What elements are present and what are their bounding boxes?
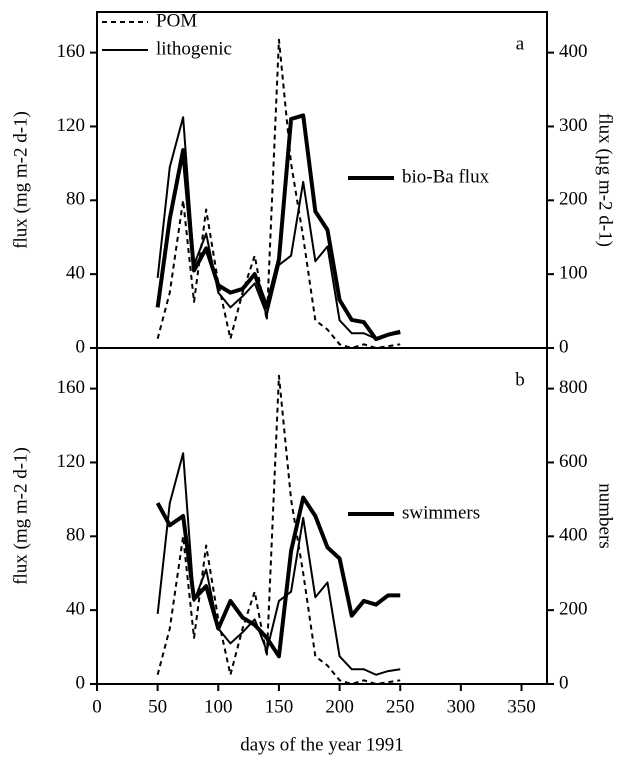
panel-label: b xyxy=(515,369,525,390)
series-line xyxy=(156,452,401,676)
series-line xyxy=(155,495,401,659)
y2-tick-label: 300 xyxy=(559,115,588,136)
y-tick-label: 40 xyxy=(66,599,85,620)
legend-label: lithogenic xyxy=(156,38,232,59)
y2-tick-label: 800 xyxy=(559,377,588,398)
series-line xyxy=(156,116,401,340)
legend-label: swimmers xyxy=(402,502,480,523)
y2-tick-label: 0 xyxy=(559,336,569,357)
x-axis-label: days of the year 1991 xyxy=(240,734,404,755)
y-tick-label: 160 xyxy=(57,377,86,398)
y2-tick-label: 200 xyxy=(559,599,588,620)
x-tick-label: 350 xyxy=(507,696,536,717)
y-tick-label: 80 xyxy=(66,189,85,210)
y-tick-label: 80 xyxy=(66,525,85,546)
x-tick-label: 100 xyxy=(204,696,233,717)
y2-tick-label: 0 xyxy=(559,672,569,693)
plot-frame xyxy=(96,347,548,685)
x-tick-label: 150 xyxy=(265,696,294,717)
legend-label: POM xyxy=(156,10,197,31)
series-line xyxy=(156,374,401,685)
y-tick-label: 120 xyxy=(57,115,86,136)
panel-label: a xyxy=(516,33,525,54)
y-tick-label: 160 xyxy=(57,41,86,62)
y2-tick-label: 400 xyxy=(559,525,588,546)
y2-tick-label: 600 xyxy=(559,451,588,472)
y-tick-label: 120 xyxy=(57,451,86,472)
legend-label: bio-Ba flux xyxy=(402,166,490,187)
x-tick-label: 300 xyxy=(447,696,476,717)
x-tick-label: 50 xyxy=(148,696,167,717)
y2-axis-label: flux (µg m-2 d-1) xyxy=(595,113,616,247)
y-axis-label: flux (mg m-2 d-1) xyxy=(10,447,31,585)
series-line xyxy=(155,113,401,342)
y2-axis-label: numbers xyxy=(595,483,616,548)
x-tick-label: 200 xyxy=(325,696,354,717)
y2-tick-label: 400 xyxy=(559,41,588,62)
x-tick-label: 0 xyxy=(92,696,102,717)
y-axis-label: flux (mg m-2 d-1) xyxy=(10,111,31,249)
y2-tick-label: 100 xyxy=(559,263,588,284)
x-tick-label: 250 xyxy=(386,696,415,717)
y-tick-label: 40 xyxy=(66,263,85,284)
y-tick-label: 0 xyxy=(76,336,86,357)
series-line xyxy=(156,38,401,349)
y-tick-label: 0 xyxy=(76,672,86,693)
y2-tick-label: 200 xyxy=(559,189,588,210)
